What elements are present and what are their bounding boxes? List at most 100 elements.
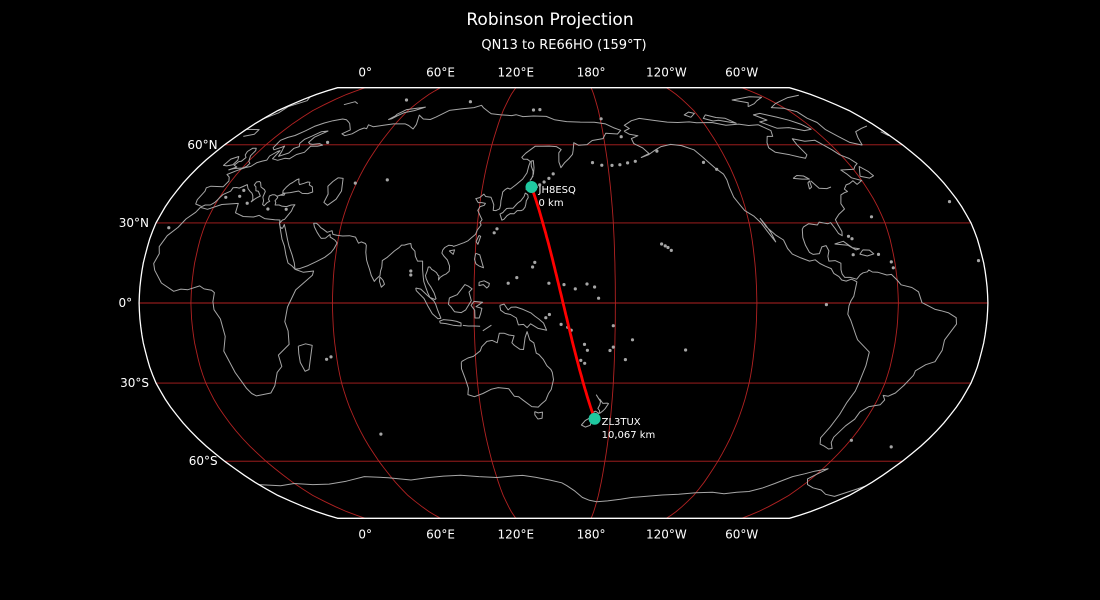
meridian-tick-bottom: 180° [577,527,606,541]
coastline-path [475,235,482,245]
island-dot [547,281,551,285]
meridian-line [190,87,366,519]
island-dot [531,265,535,269]
island-dot [325,357,329,361]
island-dot [562,283,566,287]
island-dot [619,135,623,139]
coastline-path [460,331,554,408]
meridian-tick-top: 60°E [426,66,455,80]
coastline-path [499,303,548,331]
coastline-path [379,276,385,288]
island-dot [611,345,615,349]
coastline-path [343,101,359,106]
coastline-path [752,112,812,132]
island-dot [585,348,590,352]
coastline-path [258,468,867,503]
coastline-path [462,324,481,327]
coastline-path [448,249,456,255]
island-dot [630,338,635,342]
coastline-path [683,111,695,118]
coastline-path [499,192,529,221]
coastline-path [623,117,957,450]
coastline-path [810,180,832,190]
meridian-tick-top: 180° [577,66,606,80]
island-dot [266,207,270,211]
island-dot [538,108,542,112]
island-dot [593,285,597,289]
island-dot [492,231,496,235]
island-dot [579,358,583,362]
parallel-tick-left: 30°N [119,216,149,230]
island-dot [618,163,622,167]
island-dot [515,276,519,280]
marker-origin-distance: 0 km [539,198,564,209]
island-dot [573,287,577,291]
marker-destination [588,412,601,425]
island-dot [242,188,246,192]
island-dot [533,260,537,264]
island-dot [669,248,673,252]
island-dot [663,244,667,248]
island-dot [666,245,670,250]
coastline-path [323,177,344,206]
island-dot [623,358,628,362]
island-dot [559,322,563,326]
coastline-path [439,319,462,327]
meridian-tick-top: 0° [358,66,372,80]
island-dot [684,348,688,352]
marker-destination-callsign: ZL3TUX [602,417,641,428]
island-dot [538,183,542,187]
island-dot [542,180,546,184]
island-dot [891,266,895,270]
coastline-path [834,240,860,251]
coastline-path [702,114,737,124]
island-dot [379,432,383,436]
island-dot [947,200,952,204]
island-dot [224,195,228,199]
parallel-tick-left: 0° [118,296,132,310]
meridian-tick-top: 120°E [498,66,535,80]
island-dot [611,324,615,328]
island-dot [583,361,587,365]
island-dot [326,140,330,144]
island-dot [547,176,551,180]
coastline-path [858,166,874,179]
island-dot [824,303,829,307]
island-dot [889,445,893,449]
island-dot [329,355,333,359]
island-dot [385,178,389,182]
island-dot [701,160,706,164]
coastline-path [387,106,426,121]
island-dot [404,98,409,102]
coastline-path [595,394,609,414]
island-dot [585,282,589,286]
coastline-path [223,156,240,167]
island-dot [660,242,664,246]
coastline-path [153,202,315,397]
island-dot [353,181,357,185]
meridian-tick-bottom: 120°W [646,527,687,541]
island-dot [245,201,249,205]
coastline-path [807,180,813,190]
meridian-line [331,87,441,519]
island-dot [889,260,893,264]
island-dot [846,234,851,238]
meridian-tick-bottom: 60°E [426,527,455,541]
island-dot [715,167,719,171]
meridian-line [590,87,616,519]
island-dot [409,273,413,277]
figure-subtitle: QN13 to RE66HO (159°T) [481,38,647,53]
island-dot [869,215,874,219]
island-dot [600,163,604,167]
meridian-line [666,87,758,519]
marker-destination-distance: 10,067 km [602,430,656,441]
parallel-tick-left: 60°N [187,138,217,152]
map-boundary [138,87,989,519]
coastline-path [731,96,762,108]
coastline-path [297,343,313,372]
island-dot [544,316,548,320]
island-dot [495,227,499,231]
island-dot [610,163,614,167]
parallel-tick-left: 60°S [189,454,218,468]
